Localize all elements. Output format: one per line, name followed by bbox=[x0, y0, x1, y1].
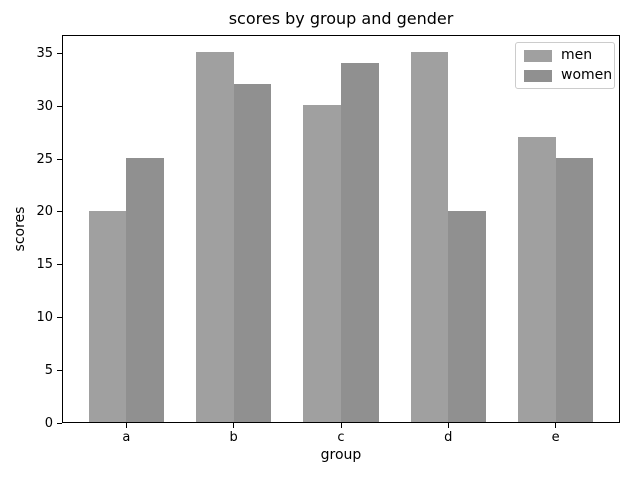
y-tick-label: 5 bbox=[44, 362, 53, 378]
x-tick-label: b bbox=[229, 430, 238, 445]
legend-label-women: women bbox=[561, 67, 613, 83]
y-tick-mark bbox=[57, 52, 62, 54]
x-tick-mark bbox=[233, 423, 235, 428]
bar-men-b bbox=[196, 52, 234, 422]
x-tick-mark bbox=[340, 423, 342, 428]
bar-women-d bbox=[448, 210, 486, 422]
bar-men-c bbox=[303, 105, 341, 422]
x-tick-mark bbox=[125, 423, 127, 428]
bar-men-d bbox=[410, 52, 449, 422]
x-axis-label: group bbox=[320, 447, 362, 463]
y-tick-mark bbox=[57, 158, 62, 160]
x-tick-label: c bbox=[337, 430, 345, 445]
y-tick-label: 35 bbox=[36, 45, 53, 61]
plot-area bbox=[62, 35, 620, 423]
y-tick-mark bbox=[57, 422, 62, 424]
y-tick-mark bbox=[57, 369, 62, 371]
chart-title: scores by group and gender bbox=[228, 9, 454, 28]
y-tick-label: 25 bbox=[36, 151, 53, 167]
legend-swatch-women bbox=[524, 69, 552, 82]
x-tick-mark bbox=[555, 423, 557, 428]
y-tick-label: 20 bbox=[36, 204, 53, 220]
bar-men-a bbox=[88, 210, 127, 422]
bar-men-e bbox=[518, 136, 556, 422]
bar-women-c bbox=[341, 63, 379, 422]
bar-women-a bbox=[126, 158, 164, 422]
y-tick-label: 10 bbox=[36, 309, 53, 325]
x-tick-label: a bbox=[122, 430, 131, 445]
y-tick-label: 30 bbox=[36, 98, 53, 114]
legend-item-men: men bbox=[524, 48, 606, 63]
legend-swatch-men bbox=[524, 49, 552, 62]
x-tick-label: d bbox=[444, 430, 453, 445]
x-tick-label: e bbox=[551, 430, 560, 445]
legend-item-women: women bbox=[524, 68, 612, 83]
y-tick-mark bbox=[57, 211, 62, 213]
y-tick-label: 0 bbox=[44, 415, 53, 431]
bar-women-e bbox=[555, 158, 594, 422]
legend: men women bbox=[515, 42, 615, 89]
x-tick-mark bbox=[447, 423, 449, 428]
y-tick-mark bbox=[57, 264, 62, 266]
y-tick-mark bbox=[57, 316, 62, 318]
y-tick-mark bbox=[57, 105, 62, 107]
legend-label-men: men bbox=[561, 47, 593, 63]
bar-women-b bbox=[233, 84, 272, 422]
y-tick-label: 15 bbox=[36, 257, 53, 273]
